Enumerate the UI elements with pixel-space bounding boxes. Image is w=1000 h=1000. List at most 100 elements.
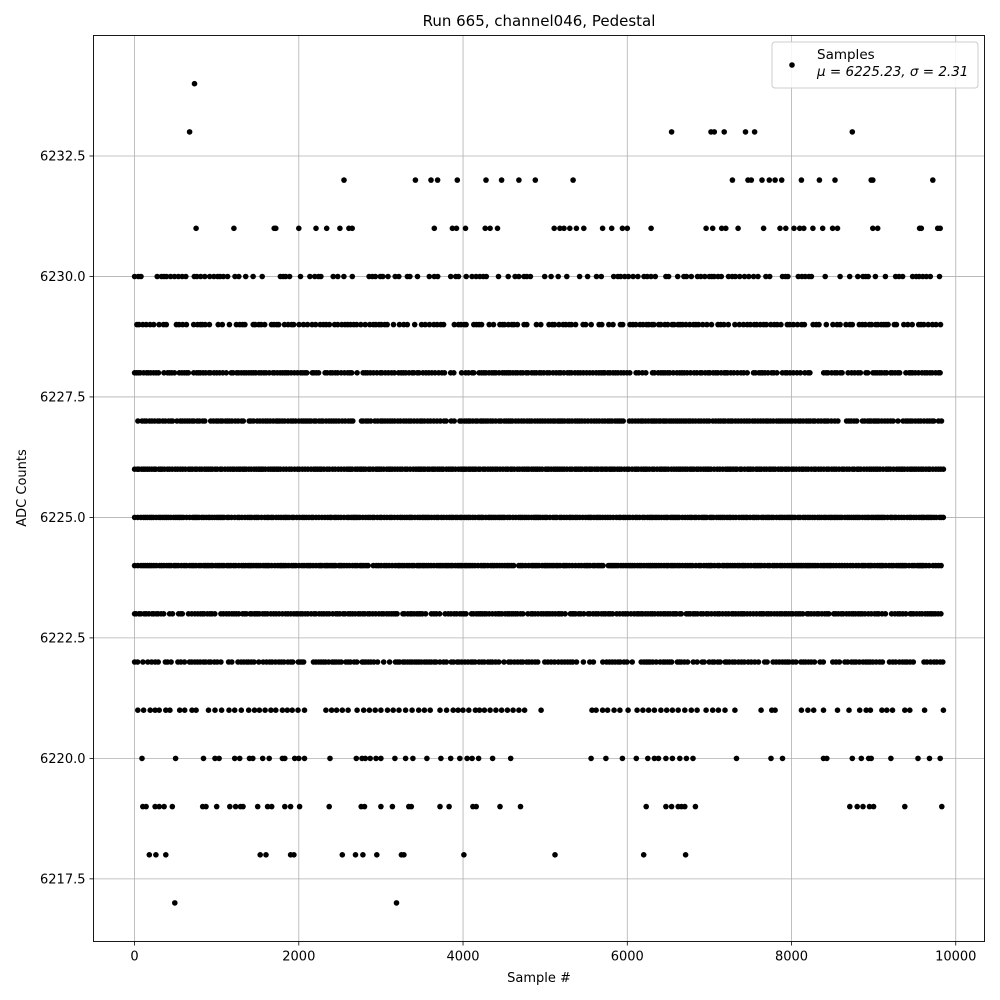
data-point <box>718 273 725 280</box>
data-point <box>171 370 178 376</box>
data-point <box>870 225 876 232</box>
data-point <box>213 803 220 810</box>
data-point <box>504 707 511 713</box>
data-point <box>135 418 141 424</box>
data-point <box>275 321 282 328</box>
data-point <box>238 707 245 713</box>
data-point <box>603 755 609 762</box>
data-point <box>307 273 313 280</box>
data-point <box>424 755 430 762</box>
data-point <box>581 225 587 232</box>
data-point <box>903 611 909 617</box>
data-point <box>143 803 149 810</box>
data-point <box>401 852 407 858</box>
data-point <box>289 707 296 713</box>
data-point <box>250 755 256 762</box>
data-point <box>231 225 237 232</box>
data-point <box>202 321 208 328</box>
data-point <box>205 707 212 713</box>
data-point <box>902 803 908 810</box>
data-point <box>378 755 384 762</box>
data-point <box>926 755 933 762</box>
data-point <box>156 803 162 810</box>
data-point <box>798 177 805 183</box>
data-point <box>323 707 329 713</box>
data-point <box>604 707 611 713</box>
data-point <box>348 370 355 376</box>
data-point <box>300 321 307 328</box>
data-point <box>588 321 594 328</box>
data-point <box>412 177 419 183</box>
data-point <box>409 707 415 713</box>
data-point <box>447 273 454 280</box>
data-point <box>191 80 198 87</box>
data-point <box>801 321 808 328</box>
data-point <box>760 225 767 232</box>
data-point <box>599 225 606 232</box>
data-point <box>236 755 243 762</box>
data-point <box>160 611 167 617</box>
data-point <box>905 321 911 328</box>
data-point <box>772 707 778 713</box>
data-point <box>735 225 741 232</box>
data-point <box>635 273 641 280</box>
data-point <box>624 659 630 665</box>
data-point <box>266 755 273 762</box>
data-point <box>588 755 594 762</box>
data-point <box>510 562 517 569</box>
data-point <box>402 707 409 713</box>
data-point <box>353 755 360 762</box>
data-point <box>337 225 343 232</box>
data-point <box>242 273 249 280</box>
data-point <box>807 370 813 376</box>
data-point <box>232 803 239 810</box>
data-point <box>625 707 631 713</box>
data-point <box>692 803 699 810</box>
data-point <box>844 659 851 665</box>
data-point <box>507 755 514 762</box>
data-point <box>723 225 729 232</box>
data-point <box>816 177 823 183</box>
data-point <box>556 321 562 328</box>
data-point <box>868 321 875 328</box>
data-point <box>143 321 149 328</box>
data-point <box>617 273 624 280</box>
data-point <box>777 225 783 232</box>
data-point <box>708 321 715 328</box>
data-point <box>443 707 450 713</box>
data-point <box>860 803 866 810</box>
data-point <box>551 321 558 328</box>
data-point <box>561 225 567 232</box>
data-point <box>794 321 801 328</box>
data-point <box>139 755 145 762</box>
data-point <box>580 659 587 665</box>
data-point <box>326 321 333 328</box>
data-point <box>562 611 568 617</box>
data-point <box>764 659 770 665</box>
data-point <box>501 321 508 328</box>
data-point <box>915 755 921 762</box>
data-point <box>609 611 616 617</box>
data-point <box>570 177 576 183</box>
y-tick-label: 6227.5 <box>40 390 86 405</box>
data-point <box>778 321 784 328</box>
data-point <box>725 321 732 328</box>
data-point <box>218 707 225 713</box>
data-point <box>257 852 264 858</box>
data-point <box>590 659 597 665</box>
data-point <box>407 273 413 280</box>
data-point <box>538 707 544 713</box>
data-point <box>733 755 740 762</box>
data-point <box>552 852 558 858</box>
data-point <box>722 707 728 713</box>
data-point <box>937 755 943 762</box>
data-point <box>414 273 421 280</box>
data-point <box>810 707 817 713</box>
legend: Samples μ = 6225.23, σ = 2.31 <box>771 41 979 89</box>
data-point <box>447 755 454 762</box>
data-point <box>808 273 815 280</box>
data-point <box>352 852 359 858</box>
data-point <box>339 852 346 858</box>
data-point <box>510 707 516 713</box>
data-point <box>701 659 707 665</box>
